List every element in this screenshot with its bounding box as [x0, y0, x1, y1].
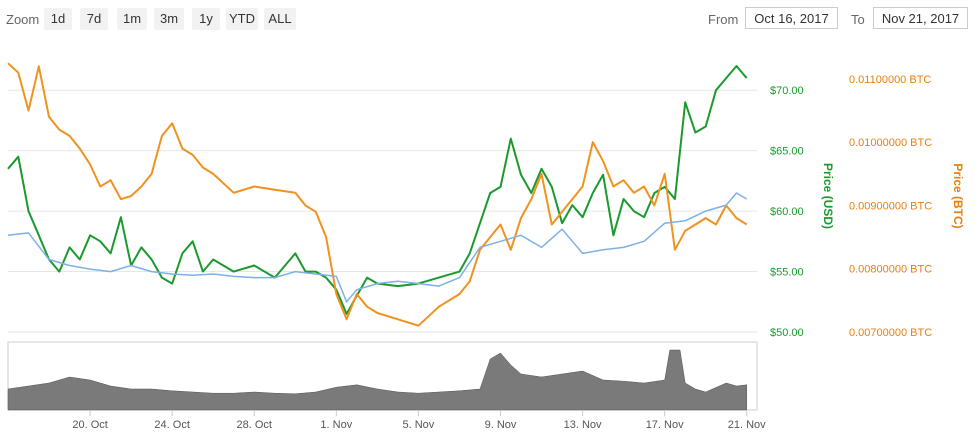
usd-axis-title: Price (USD) [821, 163, 835, 229]
x-axis-tick-label: 21. Nov [728, 419, 766, 431]
series-line-btc_usd_line [7, 192, 748, 303]
usd-axis-tick-label: $60.00 [770, 206, 804, 218]
x-axis-tick-label: 28. Oct [237, 419, 272, 431]
from-label: From [708, 12, 739, 27]
zoom-all-button[interactable]: ALL [264, 8, 296, 30]
from-date-input[interactable]: Oct 16, 2017 [745, 7, 838, 29]
zoom-1m-button[interactable]: 1m [117, 8, 147, 30]
x-axis-tick-label: 20. Oct [72, 419, 107, 431]
x-axis-tick-label: 24. Oct [154, 419, 189, 431]
btc-axis-title: Price (BTC) [951, 163, 965, 228]
x-axis-tick-label: 9. Nov [485, 419, 517, 431]
to-label: To [851, 12, 865, 27]
btc-axis-tick-label: 0.00800000 BTC [849, 264, 932, 276]
zoom-label: Zoom [6, 12, 40, 27]
chart-toolbar: Zoom 1d 7d 1m 3m 1y YTD ALL From Oct 16,… [0, 0, 975, 40]
volume-area [7, 349, 747, 411]
x-axis-tick-label: 17. Nov [646, 419, 684, 431]
series-line-usd [7, 65, 748, 315]
x-axis-tick-label: 1. Nov [320, 419, 352, 431]
to-date-input[interactable]: Nov 21, 2017 [873, 7, 968, 29]
x-axis-tick-label: 13. Nov [564, 419, 602, 431]
btc-axis-tick-label: 0.00700000 BTC [849, 327, 932, 339]
usd-axis-tick-label: $50.00 [770, 327, 804, 339]
btc-axis-tick-label: 0.01000000 BTC [849, 137, 932, 149]
usd-axis-tick-label: $55.00 [770, 267, 804, 279]
btc-axis-tick-label: 0.01100000 BTC [849, 74, 931, 86]
zoom-1y-button[interactable]: 1y [192, 8, 220, 30]
usd-axis-tick-label: $65.00 [770, 146, 804, 158]
zoom-ytd-button[interactable]: YTD [226, 8, 258, 30]
zoom-3m-button[interactable]: 3m [154, 8, 184, 30]
x-axis-tick-label: 5. Nov [403, 419, 435, 431]
zoom-7d-button[interactable]: 7d [80, 8, 108, 30]
series-line-btc [7, 62, 748, 327]
btc-axis-tick-label: 0.00900000 BTC [849, 200, 932, 212]
zoom-1d-button[interactable]: 1d [44, 8, 72, 30]
usd-axis-tick-label: $70.00 [770, 85, 804, 97]
